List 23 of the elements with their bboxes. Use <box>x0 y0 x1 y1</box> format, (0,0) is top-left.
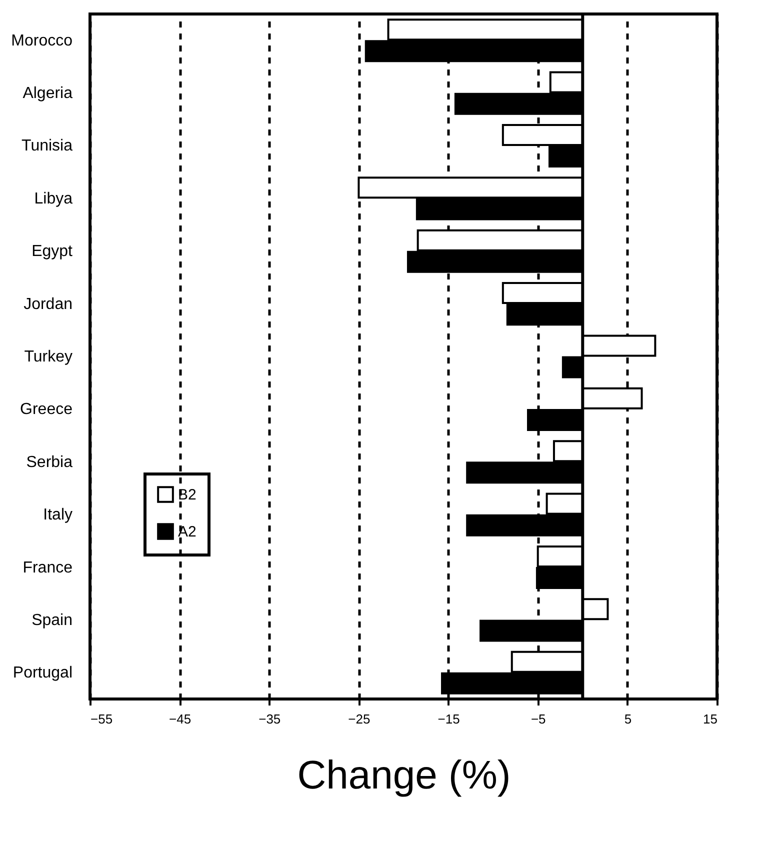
x-tick-label: −55 <box>90 712 113 726</box>
y-tick-label: Jordan <box>24 296 72 313</box>
x-tick-label: 15 <box>703 712 718 726</box>
x-tick-label: −45 <box>169 712 192 726</box>
y-tick-label: Morocco <box>11 32 73 50</box>
x-tick-label: −35 <box>258 712 281 726</box>
x-tick-label: −5 <box>530 712 546 726</box>
legend-label: A2 <box>178 524 196 540</box>
x-tick-label: 5 <box>624 712 632 726</box>
y-tick-label: Italy <box>43 506 72 524</box>
y-tick-label: Turkey <box>24 348 72 366</box>
y-tick-label: France <box>22 559 73 576</box>
x-axis-title: Change (%) <box>297 754 511 798</box>
y-tick-label: Spain <box>32 612 72 629</box>
x-tick-label: −25 <box>348 712 370 726</box>
y-tick-label: Tunisia <box>22 138 73 155</box>
y-tick-label: Serbia <box>26 454 73 471</box>
x-tick-label: −15 <box>438 712 460 726</box>
y-tick-label: Egypt <box>32 243 74 260</box>
y-tick-label: Libya <box>34 190 73 208</box>
y-tick-label: Portugal <box>12 664 72 682</box>
y-tick-label: Greece <box>20 401 73 418</box>
y-tick-label: Algeria <box>22 85 73 102</box>
